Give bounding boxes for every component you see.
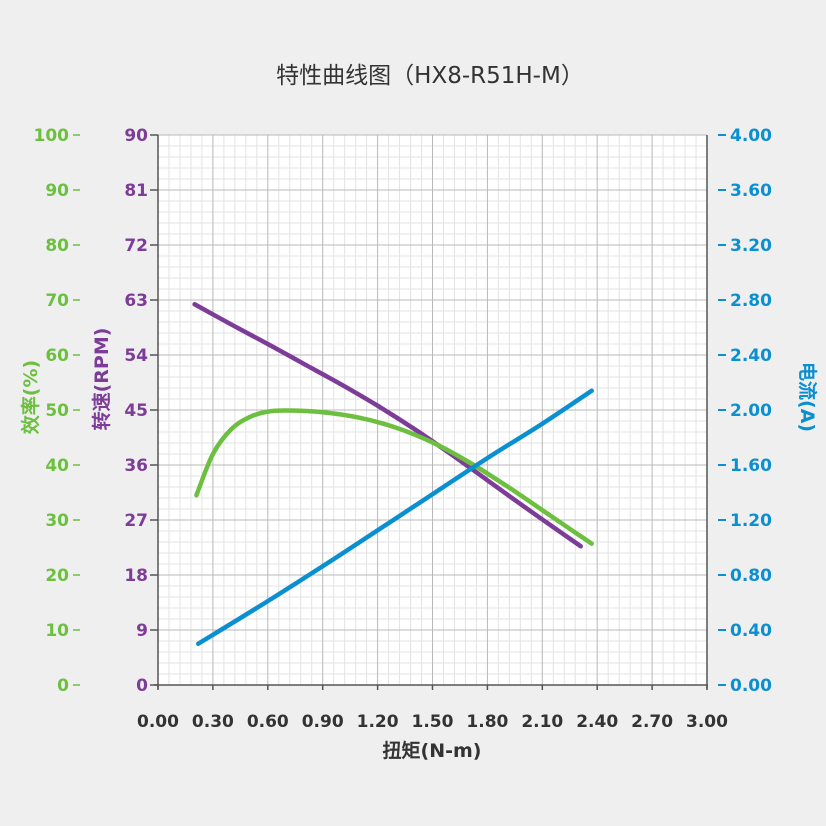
axes [73,134,726,690]
grid-major [158,134,708,685]
speed-tick-label: 18 [124,566,148,586]
x-tick-label: 0.90 [302,712,344,732]
speed-tick-label: 72 [124,236,148,256]
speed-tick-label: 54 [124,346,148,366]
speed-tick-label: 81 [124,181,148,201]
efficiency-tick-label: 50 [45,401,69,421]
speed-curve [192,302,583,549]
current-curve [196,388,594,646]
speed-tick-label: 27 [124,511,148,531]
speed-tick-label: 9 [136,621,148,641]
efficiency-tick-label: 100 [34,126,70,146]
current-tick-label: 0.40 [730,621,772,641]
current-tick-label: 3.60 [730,181,772,201]
efficiency-tick-label: 0 [57,676,69,696]
speed-tick-label: 45 [124,401,148,421]
efficiency-tick-label: 70 [45,291,69,311]
current-tick-label: 3.20 [730,236,772,256]
efficiency-tick-label: 30 [45,511,69,531]
x-tick-label: 0.30 [192,712,234,732]
efficiency-tick-label: 80 [45,236,69,256]
efficiency-tick-label: 40 [45,456,69,476]
current-tick-label: 4.00 [730,126,772,146]
x-tick-label: 2.70 [631,712,673,732]
current-axis-label: 电流(A) [796,362,819,432]
x-tick-label: 3.00 [686,712,728,732]
speed-tick-label: 63 [124,291,148,311]
x-tick-label: 0.60 [247,712,289,732]
current-tick-label: 2.80 [730,291,772,311]
efficiency-tick-label: 60 [45,346,69,366]
series-lines [192,302,594,646]
tick-labels: 0.00 0.30 0.60 0.90 1.20 1.50 1.80 2.10 2.40 2.70… [34,126,773,732]
current-tick-label: 2.40 [730,346,772,366]
x-tick-label: 1.80 [466,712,508,732]
current-tick-label: 2.00 [730,401,772,421]
speed-tick-label: 0 [136,676,148,696]
x-tick-label: 1.50 [412,712,454,732]
x-tick-label: 2.10 [521,712,563,732]
current-tick-label: 0.80 [730,566,772,586]
efficiency-tick-label: 10 [45,621,69,641]
speed-tick-label: 90 [124,126,148,146]
x-tick-label: 2.40 [576,712,618,732]
x-axis-label: 扭矩(N-m) [383,739,482,762]
chart-title: 特性曲线图（HX8-R51H-M） [276,63,584,89]
x-tick-label: 1.20 [357,712,399,732]
efficiency-tick-label: 90 [45,181,69,201]
efficiency-curve [194,408,594,546]
efficiency-tick-label: 20 [45,566,69,586]
x-tick-label: 0.00 [137,712,179,732]
current-tick-label: 1.60 [730,456,772,476]
efficiency-axis-label: 效率(%) [19,360,42,434]
current-tick-label: 1.20 [730,511,772,531]
speed-axis-label: 转速(RPM) [90,328,113,431]
current-tick-label: 0.00 [730,676,772,696]
speed-tick-label: 36 [124,456,148,476]
